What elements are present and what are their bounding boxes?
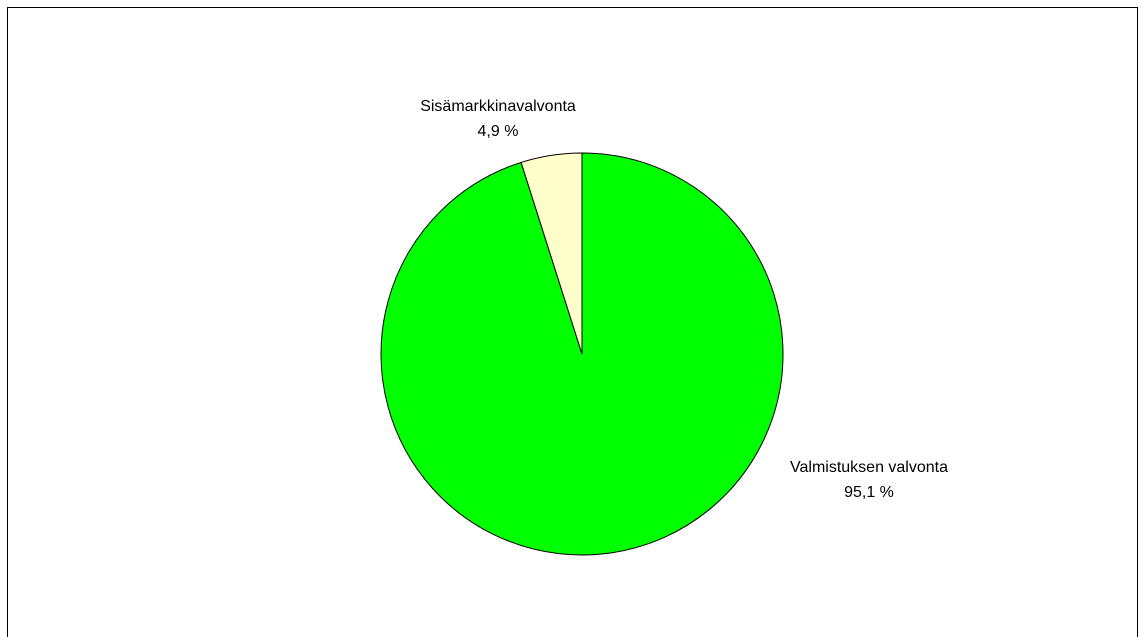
slice-label: Sisämarkkinavalvonta [420, 98, 576, 115]
slice-value-label: 95,1 % [844, 484, 894, 501]
pie-slice [520, 152, 583, 355]
slice-value-label: 4,9 % [478, 123, 519, 140]
slice-label: Valmistuksen valvonta [790, 459, 948, 476]
